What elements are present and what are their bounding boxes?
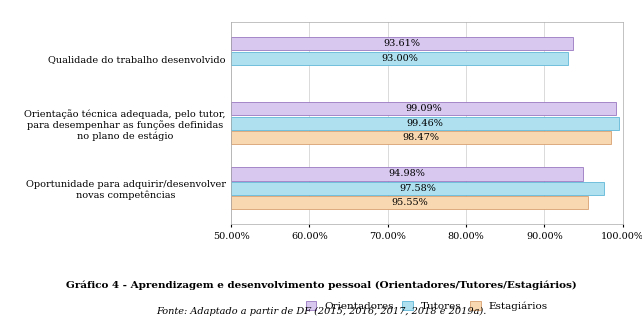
Text: 99.46%: 99.46% <box>406 119 443 128</box>
Text: 95.55%: 95.55% <box>391 198 428 207</box>
Text: 93.61%: 93.61% <box>383 39 421 48</box>
Bar <box>231 37 573 51</box>
Legend: Orientadores, Tutores, Estagiários: Orientadores, Tutores, Estagiários <box>302 297 552 316</box>
Text: Fonte: Adaptado a partir de DF (2015, 2016, 2017, 2018 e 2019a).: Fonte: Adaptado a partir de DF (2015, 20… <box>156 307 486 316</box>
Bar <box>231 116 618 130</box>
Text: 98.47%: 98.47% <box>403 133 439 142</box>
Bar <box>231 167 584 180</box>
Text: 97.58%: 97.58% <box>399 184 436 193</box>
Text: 94.98%: 94.98% <box>389 169 426 179</box>
Bar <box>231 196 588 209</box>
Text: 93.00%: 93.00% <box>381 54 418 63</box>
Bar <box>231 131 611 144</box>
Bar <box>231 102 616 116</box>
Text: 99.09%: 99.09% <box>405 104 442 113</box>
Bar <box>231 182 603 195</box>
Text: Gráfico 4 - Aprendizagem e desenvolvimento pessoal (Orientadores/Tutores/Estagiá: Gráfico 4 - Aprendizagem e desenvolvimen… <box>65 280 577 290</box>
Bar <box>231 52 568 65</box>
